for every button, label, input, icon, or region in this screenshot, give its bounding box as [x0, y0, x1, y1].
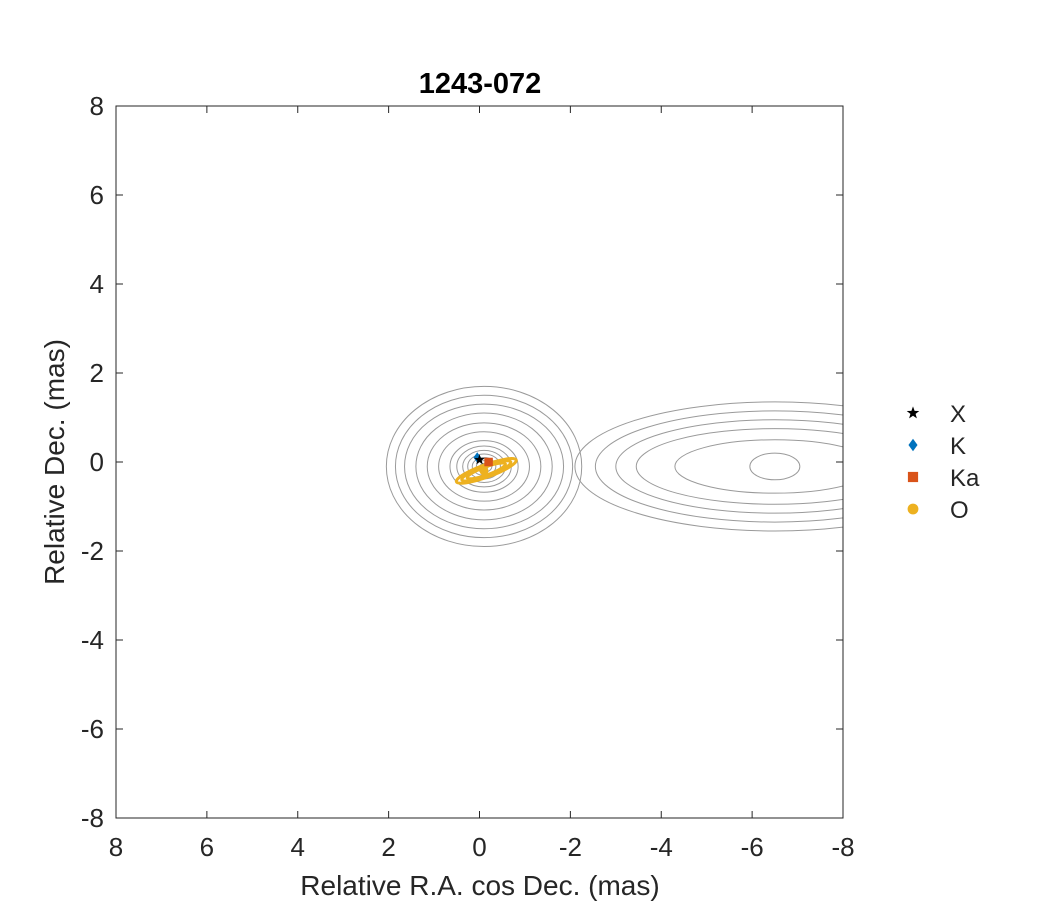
jet-contour-level: [635, 428, 843, 505]
x-tick-label: -2: [559, 832, 582, 862]
legend-label-k: K: [950, 433, 966, 460]
y-tick-label: 8: [90, 91, 104, 121]
marker-x: [474, 454, 485, 465]
y-tick-label: 4: [90, 269, 104, 299]
chart-title: 1243-072: [419, 68, 542, 100]
core-contour-level: [426, 422, 542, 511]
axis-ticks: [115, 105, 844, 819]
marker-ka: [484, 457, 493, 467]
y-tick-label: -2: [81, 536, 104, 566]
jet-contour-level: [674, 439, 843, 494]
core-contour-level: [385, 385, 583, 548]
legend-marker-o: [907, 503, 919, 515]
y-tick-label: 0: [90, 447, 104, 477]
jet-contour-level: [574, 401, 843, 532]
y-tick-label: 2: [90, 358, 104, 388]
x-tick-label: 8: [109, 832, 123, 862]
x-tick-label: -4: [650, 832, 673, 862]
y-tick-label: -4: [81, 625, 104, 655]
legend: XK Ka O: [906, 401, 980, 524]
marker-o: [479, 466, 489, 476]
y-tick-label: -6: [81, 714, 104, 744]
core-contour-level: [394, 394, 574, 539]
jet-contour-level: [615, 419, 843, 514]
core-contour-level: [415, 412, 553, 521]
y-tick-label: -8: [81, 803, 104, 833]
y-axis-label: Relative Dec. (mas): [39, 339, 70, 585]
x-tick-label: 6: [200, 832, 214, 862]
legend-label-ka: Ka: [950, 465, 980, 492]
y-tick-label: 6: [90, 180, 104, 210]
legend-marker-k: [908, 438, 918, 452]
core-contour-level: [438, 431, 530, 502]
legend-label-o: O: [950, 497, 969, 524]
x-axis-label: Relative R.A. cos Dec. (mas): [300, 870, 659, 901]
core-contour-level: [404, 403, 565, 530]
jet-contour-level: [749, 452, 801, 481]
legend-marker-ka: [907, 471, 919, 483]
legend-label-x: X: [950, 401, 966, 428]
contour-layer: [385, 385, 843, 548]
x-tick-label: 2: [381, 832, 395, 862]
x-tick-label: -6: [741, 832, 764, 862]
core-contour-level: [449, 440, 519, 493]
x-tick-label: -8: [831, 832, 854, 862]
x-tick-label: 4: [291, 832, 305, 862]
legend-marker-x: [906, 406, 920, 419]
axis-tick-labels: 8 6 4 2 0 -2 -4 -6 -8 -8 -6 -4 -2 0 2 4 6 8: [81, 91, 855, 862]
jet-contour-level: [594, 410, 843, 523]
x-tick-label: 0: [472, 832, 486, 862]
marker-layer: [473, 452, 493, 476]
